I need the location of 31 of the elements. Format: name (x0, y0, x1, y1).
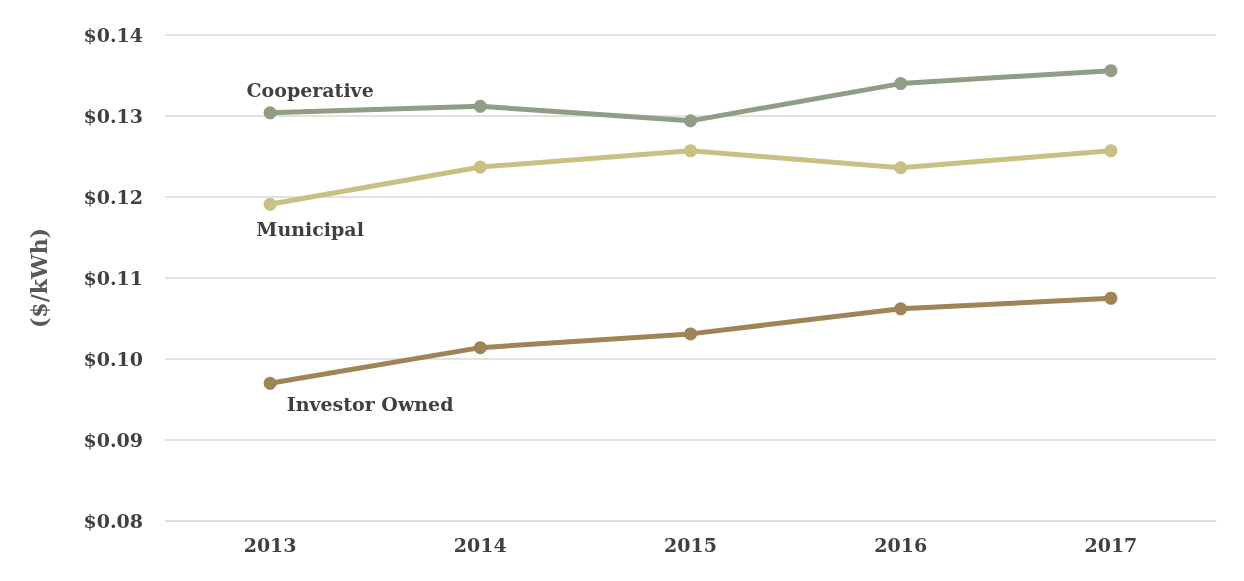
series-label: Investor Owned (286, 393, 454, 416)
point (1104, 291, 1118, 305)
x-tick-label: 2016 (874, 533, 928, 556)
series-label: Cooperative (246, 78, 374, 101)
y-tick-label: $0.14 (83, 24, 143, 46)
point (894, 161, 908, 175)
y-tick-label: $0.11 (83, 267, 143, 289)
point (1104, 144, 1118, 158)
y-tick-label: $0.09 (83, 429, 143, 451)
y-tick-label: $0.08 (83, 510, 143, 532)
x-tick-label: 2017 (1084, 533, 1138, 556)
point (1104, 64, 1118, 78)
x-tick-label: 2014 (453, 533, 507, 556)
y-tick-label: $0.13 (83, 105, 143, 127)
y-axis-title: ($/kWh) (26, 227, 52, 329)
point (473, 160, 487, 174)
point (473, 99, 487, 113)
point (263, 197, 277, 211)
point (263, 376, 277, 390)
point (684, 114, 697, 128)
x-tick-label: 2013 (243, 533, 297, 556)
point (894, 302, 908, 316)
y-tick-label: $0.10 (83, 348, 143, 370)
point (263, 106, 277, 120)
point (473, 341, 487, 355)
point (684, 144, 697, 158)
point (684, 327, 697, 341)
x-tick-label: 2015 (664, 533, 717, 556)
y-tick-label: $0.12 (83, 186, 143, 208)
series-label: Municipal (256, 218, 364, 241)
point (894, 77, 908, 91)
